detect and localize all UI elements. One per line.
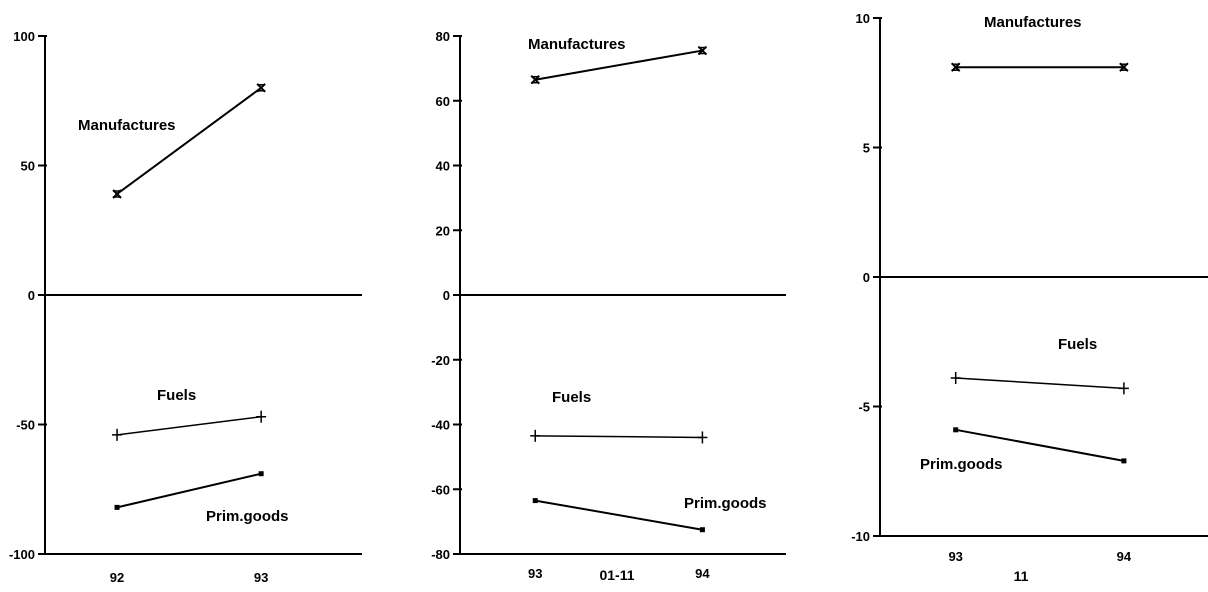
series-line (116, 415, 262, 436)
y-tick-label: 80 (436, 29, 450, 44)
series-manufactures: Manufactures (950, 14, 1129, 72)
x-tick-label: 93 (948, 549, 962, 564)
chart-panel-3: -10 -5 0 5 10 93 94 11 Manufactures Fuels Prim.goo… (851, 11, 1208, 584)
series-label: Manufactures (528, 36, 626, 53)
plus-marker (256, 410, 267, 423)
plus-marker (112, 428, 123, 441)
series-line (535, 49, 703, 81)
star-marker (1119, 62, 1129, 72)
series-line (116, 86, 262, 195)
dot-marker (258, 471, 264, 477)
y-tick-label: -50 (16, 418, 35, 433)
star-marker (112, 189, 122, 199)
series-line (535, 499, 703, 531)
dot-marker (1121, 458, 1127, 464)
y-tick-label: 0 (28, 288, 35, 303)
star-marker (530, 74, 540, 85)
series-line (116, 472, 262, 509)
y-tick-label: -80 (431, 547, 450, 562)
y-tick-label: -40 (431, 418, 450, 433)
y-tick-label: -20 (431, 353, 450, 368)
series-label: Fuels (157, 387, 196, 404)
y-tick-label: 50 (21, 159, 35, 174)
x-tick-label: 93 (528, 566, 542, 581)
dot-marker (532, 498, 538, 504)
series-prim-goods: Prim.goods (920, 427, 1127, 473)
y-tick-label: 0 (443, 288, 450, 303)
dot-marker (114, 504, 120, 510)
series-prim-goods: Prim.goods (532, 495, 767, 533)
plus-marker (530, 429, 541, 442)
plus-marker (697, 431, 708, 444)
y-tick-label: -60 (431, 482, 450, 497)
series-label: Prim.goods (684, 495, 767, 512)
y-tick-label: 40 (436, 159, 450, 174)
plus-marker (1118, 382, 1129, 395)
y-tick-label: 0 (863, 270, 870, 285)
star-marker (697, 45, 708, 56)
dot-marker (699, 527, 705, 533)
y-tick-label: 100 (13, 29, 35, 44)
y-tick-label: 5 (863, 141, 870, 156)
series-prim-goods: Prim.goods (114, 471, 289, 525)
series-line (535, 435, 703, 439)
star-marker (950, 62, 961, 72)
panel-sublabel: 11 (1014, 568, 1029, 584)
series-line (955, 377, 1124, 390)
y-tick-label: 20 (436, 223, 450, 238)
star-marker (256, 83, 266, 93)
series-label: Prim.goods (920, 456, 1003, 473)
series-label: Fuels (552, 389, 591, 406)
chart-panel-1: -100 -50 0 50 100 92 93 Manufactures Fuels Prim.g… (9, 29, 362, 585)
series-label: Prim.goods (206, 508, 289, 525)
series-manufactures: Manufactures (528, 36, 708, 85)
dot-marker (953, 427, 959, 433)
series-fuels: Fuels (530, 389, 708, 444)
y-tick-label: 10 (856, 11, 870, 26)
series-manufactures: Manufactures (78, 83, 266, 199)
y-tick-label: 60 (436, 94, 450, 109)
y-tick-label: -100 (9, 547, 35, 562)
series-fuels: Fuels (950, 336, 1129, 395)
y-tick-label: -10 (851, 529, 870, 544)
series-label: Manufactures (78, 117, 176, 134)
x-tick-label: 92 (110, 570, 124, 585)
series-label: Manufactures (984, 14, 1082, 31)
panel-sublabel: 01-11 (599, 567, 634, 583)
series-fuels: Fuels (112, 387, 267, 441)
x-tick-label: 94 (695, 566, 710, 581)
x-tick-label: 94 (1117, 549, 1132, 564)
plus-marker (950, 372, 961, 385)
y-tick-label: -5 (858, 400, 870, 415)
chart-panel-2: -80 -60 -40 -20 0 20 40 60 80 93 94 01-11 Manufactur… (431, 29, 786, 583)
x-tick-label: 93 (254, 570, 268, 585)
series-line (955, 428, 1125, 462)
series-label: Fuels (1058, 336, 1097, 353)
